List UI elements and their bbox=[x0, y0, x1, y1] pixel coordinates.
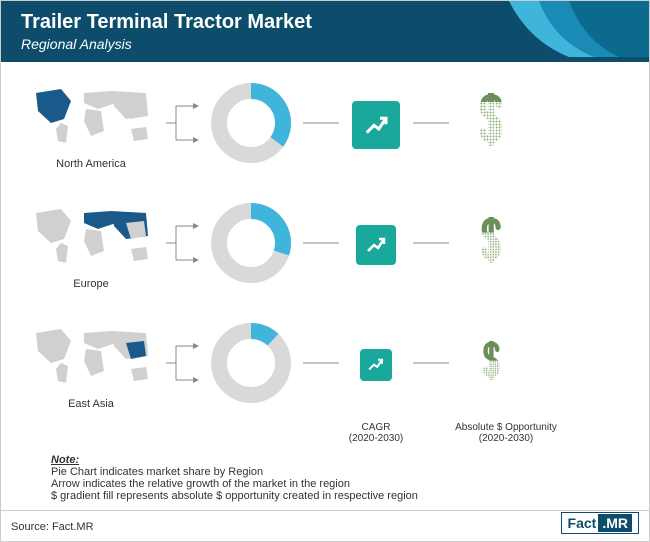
line-connector bbox=[411, 233, 451, 258]
logo-text-mr: .MR bbox=[598, 514, 632, 532]
note-title: Note: bbox=[51, 454, 629, 466]
line-connector bbox=[301, 353, 341, 378]
header: Trailer Terminal Tractor Market Regional… bbox=[1, 1, 649, 62]
logo: Fact.MR bbox=[561, 515, 639, 533]
content-area: North America bbox=[1, 62, 649, 502]
divider bbox=[1, 510, 649, 511]
connector-icon bbox=[161, 208, 201, 283]
region-row: Europe bbox=[21, 190, 629, 300]
note-line: Arrow indicates the relative growth of t… bbox=[51, 478, 629, 490]
dollar-indicator bbox=[451, 341, 531, 390]
note-line: Pie Chart indicates market share by Regi… bbox=[51, 466, 629, 478]
region-label: East Asia bbox=[21, 398, 161, 410]
region-row: North America bbox=[21, 70, 629, 180]
region-label: Europe bbox=[21, 278, 161, 290]
line-connector bbox=[301, 113, 341, 138]
note-line: $ gradient fill represents absolute $ op… bbox=[51, 490, 629, 502]
line-connector bbox=[411, 113, 451, 138]
donut-chart bbox=[201, 318, 301, 413]
donut-chart bbox=[201, 78, 301, 173]
donut-chart bbox=[201, 198, 301, 293]
cagr-indicator bbox=[341, 349, 411, 381]
connector-icon bbox=[161, 88, 201, 163]
map-cell: Europe bbox=[21, 201, 161, 290]
source-text: Source: Fact.MR bbox=[11, 521, 94, 533]
connector-icon bbox=[161, 328, 201, 403]
cagr-column-label: CAGR (2020-2030) bbox=[341, 422, 411, 444]
dollar-column-label: Absolute $ Opportunity (2020-2030) bbox=[451, 422, 561, 444]
cagr-indicator bbox=[341, 225, 411, 265]
region-label: North America bbox=[21, 158, 161, 170]
decorative-curves bbox=[469, 1, 649, 57]
note-section: Note: Pie Chart indicates market share b… bbox=[21, 454, 629, 502]
map-cell: East Asia bbox=[21, 321, 161, 410]
logo-text-fact: Fact bbox=[568, 515, 597, 531]
map-cell: North America bbox=[21, 81, 161, 170]
line-connector bbox=[411, 353, 451, 378]
column-labels-row: CAGR (2020-2030) Absolute $ Opportunity … bbox=[21, 422, 629, 444]
region-row: East Asia bbox=[21, 310, 629, 420]
dollar-indicator bbox=[451, 217, 531, 274]
cagr-indicator bbox=[341, 101, 411, 149]
line-connector bbox=[301, 233, 341, 258]
dollar-indicator bbox=[451, 93, 531, 158]
